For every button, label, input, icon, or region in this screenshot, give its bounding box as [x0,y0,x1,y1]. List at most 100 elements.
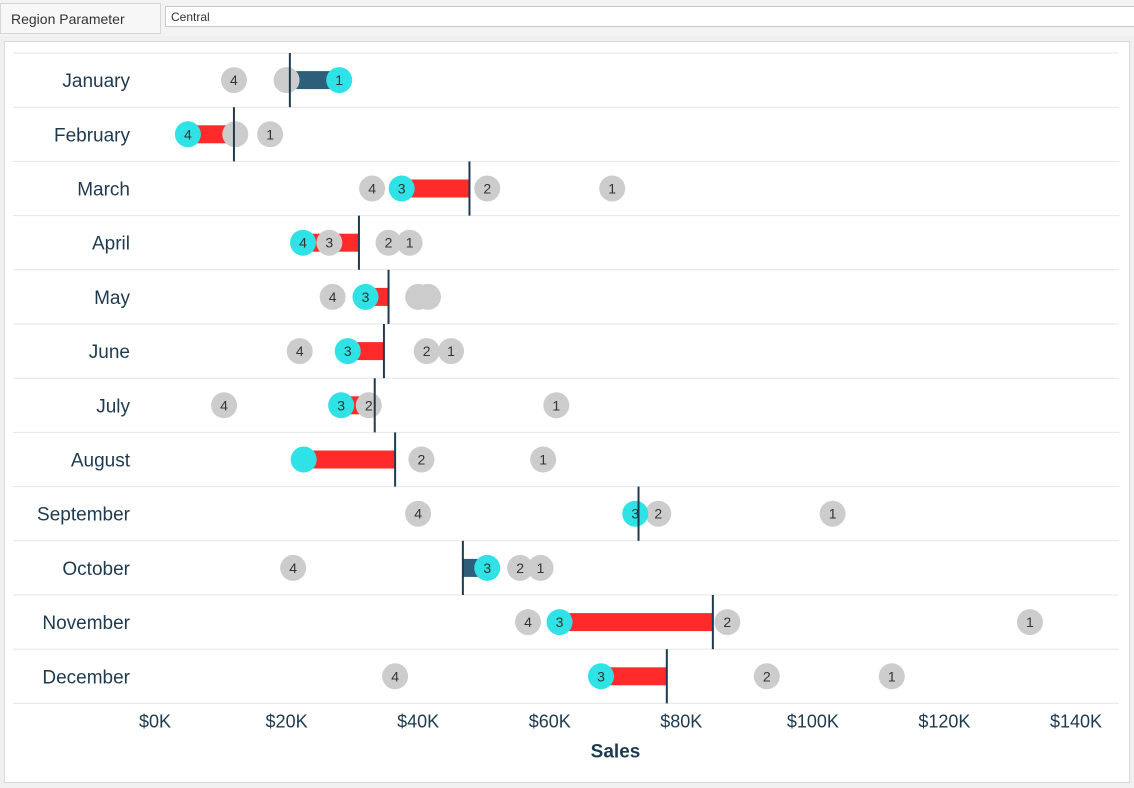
region-parameter-dropdown[interactable]: Central [165,6,1134,27]
region-dot[interactable] [280,554,307,581]
region-dot[interactable] [375,229,402,256]
region-rank-label: 4 [391,668,399,684]
region-dot[interactable] [257,121,284,148]
region-parameter-label: Region Parameter [0,3,161,34]
x-axis-title: Sales [591,741,641,762]
region-dot[interactable] [438,338,465,365]
region-dot[interactable] [286,338,313,365]
month-label-april: April [92,234,130,255]
selected-region-dot[interactable] [588,663,615,690]
region-dot[interactable] [645,500,672,527]
region-dot[interactable] [474,175,501,202]
region-dot[interactable] [507,554,534,581]
region-dot[interactable] [1016,609,1043,636]
region-dot[interactable] [527,554,554,581]
region-dot[interactable] [530,446,557,473]
selected-rank-label: 3 [337,397,345,413]
variance-bar [559,613,713,632]
selected-region-dot[interactable] [290,446,317,473]
x-tick-label: $40K [397,711,439,731]
region-dot[interactable] [273,67,300,94]
region-dot[interactable] [396,229,423,256]
region-dot[interactable] [753,663,780,690]
selected-rank-label: 3 [483,560,491,576]
selected-region-dot[interactable] [352,283,379,310]
region-dot[interactable] [405,500,432,527]
month-label-january: January [62,71,130,92]
region-dot[interactable] [382,663,409,690]
selected-rank-label: 3 [631,506,639,522]
selected-region-dot[interactable] [174,121,201,148]
region-rank-label: 1 [447,343,455,359]
x-tick-label: $140K [1050,711,1102,731]
selected-rank-label: 3 [398,181,406,197]
selected-region-dot[interactable] [622,500,649,527]
selected-rank-label: 3 [362,289,370,305]
region-rank-label: 1 [537,560,545,576]
month-label-august: August [71,451,131,472]
region-rank-label: 4 [289,560,297,576]
month-label-february: February [54,125,131,146]
region-dot[interactable] [515,609,542,636]
region-dot[interactable] [599,175,626,202]
region-rank-label: 2 [365,397,373,413]
region-dot[interactable] [316,229,343,256]
region-rank-label: 3 [325,235,333,251]
region-rank-label: 1 [608,181,616,197]
x-tick-label: $120K [918,711,970,731]
variance-bar [601,667,667,686]
variance-bar [401,179,470,198]
region-rank-label: 2 [763,668,771,684]
region-dot[interactable] [220,67,247,94]
region-dot[interactable] [359,175,386,202]
month-label-march: March [77,180,130,201]
region-dot[interactable] [211,392,238,419]
month-label-may: May [94,288,130,309]
region-dot[interactable] [819,500,846,527]
region-dot[interactable] [222,121,249,148]
region-dot[interactable] [415,283,442,310]
region-rank-label: 4 [414,506,422,522]
region-rank-label: 4 [296,343,304,359]
region-dot[interactable] [413,338,440,365]
selected-region-dot[interactable] [546,609,573,636]
region-rank-label: 2 [483,181,491,197]
variance-bar [289,71,340,90]
region-rank-label: 1 [1026,614,1034,630]
x-tick-label: $20K [266,711,308,731]
month-label-july: July [96,396,130,417]
chart-panel: January 4 1 February 1 4 March 4 2 1 3 April 3 2 1 4 May… [4,41,1130,783]
selected-region-dot[interactable] [474,554,501,581]
region-dot[interactable] [543,392,570,419]
selected-rank-label: 3 [344,343,352,359]
region-rank-label: 2 [654,506,662,522]
region-rank-label: 4 [220,397,228,413]
x-tick-label: $0K [139,711,171,731]
region-rank-label: 4 [524,614,532,630]
variance-bar [303,450,396,469]
region-dot[interactable] [714,609,741,636]
region-rank-label: 1 [539,452,547,468]
x-tick-label: $80K [660,711,702,731]
selected-region-dot[interactable] [334,338,361,365]
selected-region-dot[interactable] [328,392,355,419]
selected-rank-label: 4 [184,126,192,142]
selected-region-dot[interactable] [388,175,415,202]
region-rank-label: 4 [329,289,337,305]
month-label-september: September [37,505,131,526]
region-rank-label: 2 [516,560,524,576]
region-rank-label: 4 [230,72,238,88]
selected-region-dot[interactable] [326,67,353,94]
region-dot[interactable] [408,446,435,473]
region-dot[interactable] [319,283,346,310]
parameter-bar: Region Parameter Central [0,0,1134,36]
selected-rank-label: 4 [299,235,307,251]
region-rank-label: 2 [423,343,431,359]
x-tick-label: $100K [787,711,839,731]
region-rank-label: 1 [406,235,414,251]
month-label-june: June [89,342,130,363]
selected-rank-label: 3 [556,614,564,630]
region-dot[interactable] [878,663,905,690]
selected-region-dot[interactable] [290,229,317,256]
